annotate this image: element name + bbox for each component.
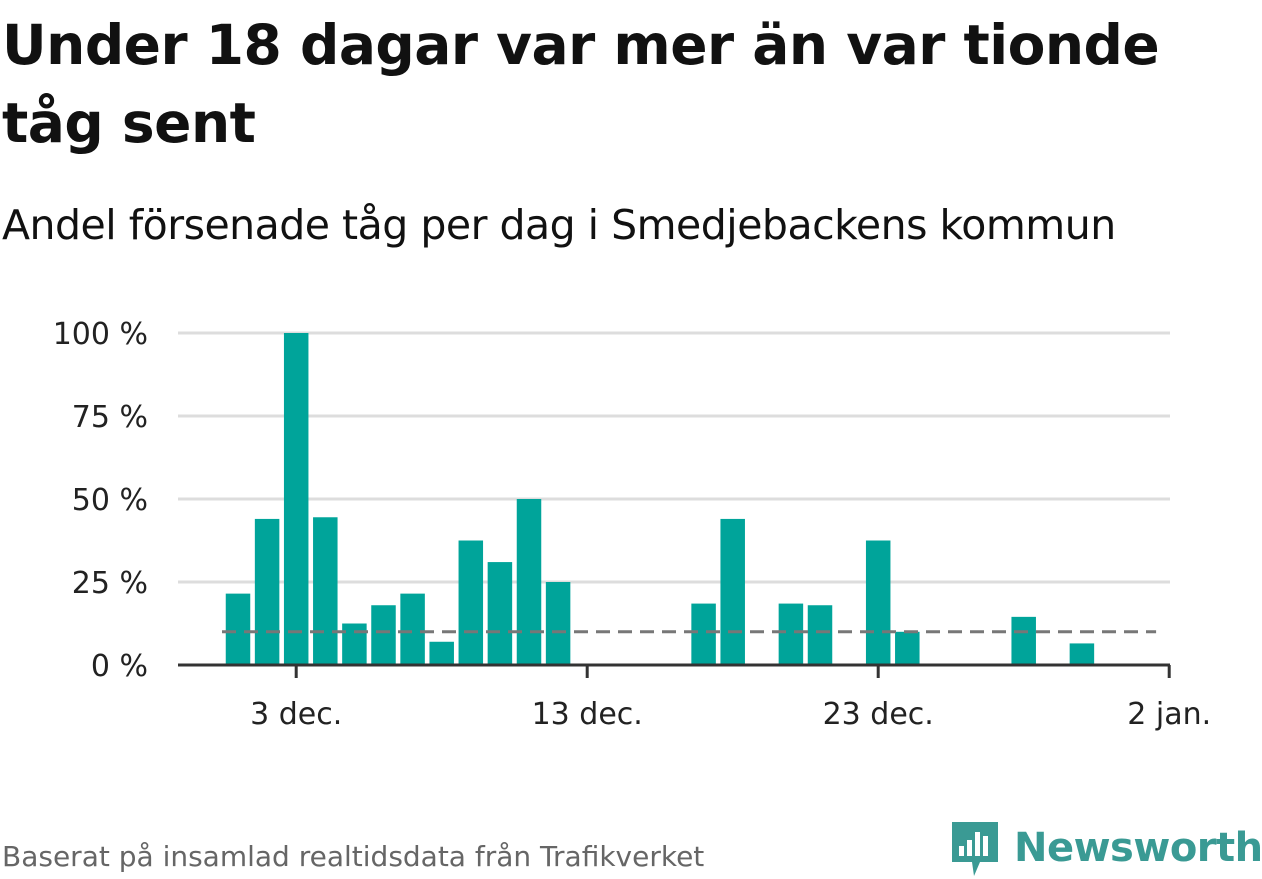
bar <box>400 593 425 665</box>
bar <box>225 593 251 665</box>
newsworthy-logo-icon <box>952 822 998 876</box>
x-tick-label: 2 jan. <box>1127 697 1211 732</box>
chart-title: Under 18 dagar var mer än var tionde tåg… <box>2 13 1160 155</box>
bar <box>545 582 571 665</box>
bar <box>895 631 920 665</box>
bar <box>807 605 833 665</box>
bar <box>342 623 367 665</box>
y-tick-label: 50 % <box>72 483 148 518</box>
bar <box>458 540 484 665</box>
bar <box>1011 616 1036 665</box>
bar <box>283 333 309 665</box>
bar <box>516 499 542 665</box>
bar <box>778 603 804 665</box>
brand-logo: Newsworthy <box>950 818 1262 878</box>
bar <box>691 603 716 665</box>
y-tick-label: 75 % <box>72 400 148 435</box>
bar <box>313 517 338 665</box>
bar <box>720 518 745 665</box>
bar <box>371 605 396 665</box>
bar <box>254 518 280 665</box>
x-tick-label: 13 dec. <box>532 697 643 732</box>
bar <box>429 641 454 665</box>
y-tick-label: 0 % <box>91 649 148 684</box>
bar <box>487 562 513 665</box>
x-tick-label: 3 dec. <box>250 697 342 732</box>
brand-name: Newsworthy <box>1014 825 1262 871</box>
bar <box>1069 643 1095 665</box>
y-tick-label: 25 % <box>72 566 148 601</box>
y-axis-ticks: 0 % 25 % 50 % 75 % 100 % <box>53 317 148 684</box>
chart-subtitle: Andel försenade tåg per dag i Smedjeback… <box>2 201 1116 249</box>
bars <box>225 333 1095 665</box>
bar <box>865 540 891 665</box>
source-note: Baserat på insamlad realtidsdata från Tr… <box>2 840 705 873</box>
x-tick-label: 23 dec. <box>823 697 934 732</box>
grid-lines <box>178 331 1170 584</box>
y-tick-label: 100 % <box>53 317 148 352</box>
x-axis-ticks: 3 dec. 13 dec. 23 dec. 2 jan. <box>250 665 1211 732</box>
